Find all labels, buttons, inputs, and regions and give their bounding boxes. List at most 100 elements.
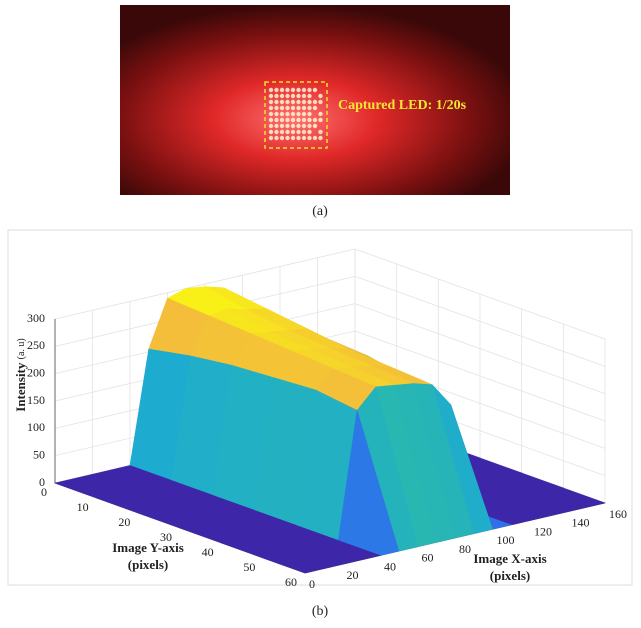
y-tick-label: 60 (285, 575, 297, 589)
led-dot (296, 111, 301, 117)
led-dot (312, 87, 318, 93)
x-tick-label: 20 (347, 568, 359, 582)
z-axis-label-text: Intensity (13, 362, 28, 412)
y-tick-label: 0 (41, 485, 47, 499)
led-dot (301, 123, 307, 129)
led-dot (279, 129, 285, 135)
led-dot (312, 117, 318, 123)
z-tick-label: 300 (27, 311, 45, 325)
led-dot (301, 105, 307, 111)
led-dot (274, 135, 279, 141)
led-dot (307, 117, 312, 123)
led-dot (307, 111, 312, 117)
led-dot (268, 129, 274, 135)
led-dot (307, 129, 312, 135)
led-dot (274, 123, 279, 129)
led-dot (301, 111, 307, 117)
led-dot (290, 99, 296, 105)
y-tick-label: 20 (118, 515, 130, 529)
led-dot (296, 87, 301, 93)
led-dot (268, 117, 274, 123)
led-dot (274, 105, 279, 111)
x-tick-label: 40 (384, 559, 396, 573)
z-axis-label: Intensity (a. u) (13, 338, 28, 411)
led-dot (290, 129, 296, 135)
led-dot (285, 99, 290, 105)
led-dot (301, 99, 307, 105)
z-tick-label: 50 (33, 447, 45, 461)
y-tick-label: 10 (77, 500, 89, 514)
photo-annotation: Captured LED: 1/20s (338, 98, 467, 113)
led-dot (279, 105, 285, 111)
led-dot (307, 87, 312, 93)
led-dot (307, 123, 312, 129)
led-dot (285, 129, 290, 135)
z-axis-unit: (a. u) (16, 338, 27, 359)
led-dot (290, 117, 296, 123)
led-dot (296, 99, 301, 105)
caption: (a) (312, 204, 328, 219)
z-tick-label: 250 (27, 338, 45, 352)
led-dot (318, 135, 323, 141)
led-dot (285, 105, 290, 111)
led-dot (301, 93, 307, 99)
led-dot (307, 135, 312, 141)
led-dot (279, 99, 285, 105)
led-dot (268, 87, 274, 93)
led-box (264, 81, 328, 149)
z-tick-label: 150 (27, 393, 45, 407)
y-tick-label: 40 (202, 545, 214, 559)
led-dot (301, 135, 307, 141)
led-dot (318, 129, 323, 135)
led-dot (296, 105, 301, 111)
led-dot (274, 129, 279, 135)
led-dot (279, 123, 285, 129)
led-dot (268, 111, 274, 117)
led-dot (290, 105, 296, 111)
z-tick-label: 100 (27, 420, 45, 434)
led-dot (290, 123, 296, 129)
x-tick-label: 60 (422, 551, 434, 565)
x-axis-unit: (pixels) (490, 568, 530, 583)
x-tick-label: 160 (609, 507, 627, 521)
led-dot (296, 93, 301, 99)
led-dot (296, 129, 301, 135)
led-dot (285, 93, 290, 99)
led-dot (274, 117, 279, 123)
led-dot (312, 105, 318, 111)
x-axis-label: Image X-axis (473, 551, 546, 566)
led-dot (312, 135, 318, 141)
caption: (b) (312, 604, 329, 619)
z-tick-label: 200 (27, 365, 45, 379)
led-dot (318, 117, 323, 123)
y-axis-label: Image Y-axis (112, 540, 184, 555)
x-tick-label: 0 (309, 577, 315, 591)
y-tick-label: 30 (160, 530, 172, 544)
led-dot (296, 123, 301, 129)
led-dot (279, 117, 285, 123)
led-dot (318, 111, 323, 117)
led-dot (279, 135, 285, 141)
x-tick-label: 140 (572, 516, 590, 530)
led-dot (301, 129, 307, 135)
led-dot (268, 93, 274, 99)
led-dot (312, 123, 318, 129)
led-dot (318, 93, 323, 99)
x-tick-label: 100 (497, 533, 515, 547)
led-dot (296, 135, 301, 141)
photo: Captured LED: 1/20s (120, 5, 510, 195)
led-dot (312, 99, 318, 105)
led-dot (290, 135, 296, 141)
led-dot (274, 87, 279, 93)
led-dot (307, 93, 312, 99)
led-dot (268, 105, 274, 111)
led-dot (290, 87, 296, 93)
led-dot (318, 99, 323, 105)
plot-frame (7, 229, 633, 586)
x-tick-label: 80 (459, 542, 471, 556)
led-dot (290, 111, 296, 117)
led-dot (285, 117, 290, 123)
led-dot (268, 99, 274, 105)
